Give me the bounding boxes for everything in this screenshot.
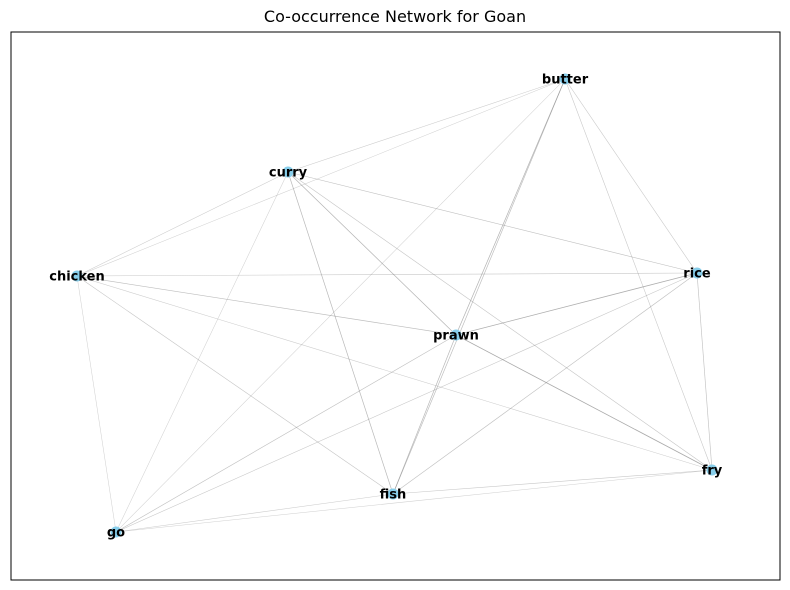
edge-curry-fish: [287, 171, 394, 495]
edge-go-fry: [115, 469, 713, 533]
node-label-rice: rice: [683, 267, 711, 282]
node-fry: [706, 464, 718, 476]
edge-butter-rice: [564, 78, 698, 274]
node-label-curry: curry: [269, 166, 308, 181]
node-rice: [691, 267, 703, 279]
edge-butter-go: [115, 78, 566, 533]
edge-fish-go: [115, 493, 394, 533]
plot-frame: [10, 31, 781, 581]
node-chicken: [71, 270, 83, 282]
node-go: [110, 526, 122, 538]
edge-chicken-fish: [76, 275, 394, 495]
node-curry: [282, 166, 294, 178]
edge-rice-go: [115, 272, 698, 533]
node-butter: [559, 73, 571, 85]
chart-title: Co-occurrence Network for Goan: [263, 7, 527, 26]
node-label-butter: butter: [542, 73, 589, 88]
node-prawn: [450, 329, 462, 341]
edge-rice-prawn: [455, 272, 698, 336]
edge-butter-curry: [287, 78, 566, 173]
node-fish: [387, 488, 399, 500]
edge-butter-fry: [564, 78, 713, 471]
label-layer: butter curry chicken rice prawn fry fish go: [49, 73, 723, 541]
edge-rice-fry: [696, 272, 713, 471]
edge-chicken-fry: [76, 275, 713, 471]
edge-curry-fry: [287, 171, 713, 471]
edge-butter-prawn: [455, 78, 566, 336]
edge-rice-fish: [392, 272, 698, 495]
edge-prawn-fry: [455, 334, 713, 471]
edge-prawn-fish: [392, 334, 457, 495]
edge-curry-rice: [287, 171, 698, 274]
edge-prawn-go: [115, 334, 457, 533]
edge-layer: [76, 78, 713, 533]
node-label-fish: fish: [380, 488, 407, 503]
node-label-go: go: [107, 526, 125, 541]
edge-chicken-rice: [76, 272, 698, 277]
node-label-chicken: chicken: [49, 270, 105, 285]
edge-curry-prawn: [287, 171, 457, 336]
edge-curry-go: [115, 171, 289, 533]
node-label-fry: fry: [702, 464, 723, 479]
edge-curry-chicken: [76, 171, 289, 277]
node-layer: [71, 73, 718, 538]
edge-fish-fry: [392, 469, 713, 495]
edge-butter-fish: [392, 78, 566, 495]
edge-chicken-prawn: [76, 275, 457, 336]
edge-butter-chicken: [76, 78, 566, 277]
edge-chicken-go: [76, 275, 117, 533]
node-label-prawn: prawn: [433, 329, 479, 344]
